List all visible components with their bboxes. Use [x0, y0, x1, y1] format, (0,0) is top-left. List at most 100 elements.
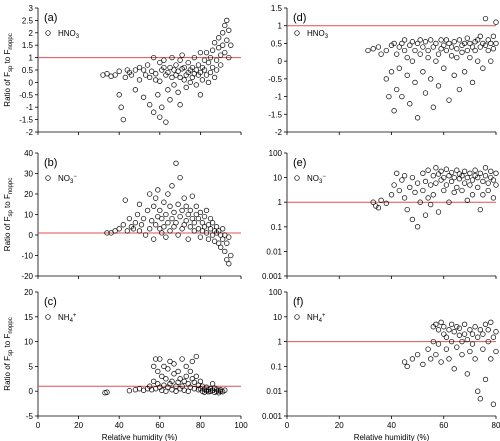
- data-point: [420, 170, 426, 176]
- data-point: [151, 109, 157, 115]
- data-point: [464, 174, 470, 181]
- data-point: [226, 261, 232, 267]
- data-point: [213, 67, 220, 73]
- y-tick-label: -1.5: [19, 116, 33, 125]
- data-point: [218, 244, 224, 250]
- data-point: [179, 52, 185, 58]
- data-point: [467, 54, 473, 61]
- y-tick-label: 0.001: [262, 412, 283, 421]
- data-point: [169, 74, 175, 81]
- y-tick-label: -0.5: [268, 75, 282, 84]
- data-point: [179, 226, 185, 232]
- x-tick-label: 80: [196, 421, 205, 430]
- data-point: [448, 44, 455, 50]
- data-point: [394, 51, 400, 57]
- data-point: [142, 72, 149, 78]
- data-point: [209, 220, 216, 226]
- data-point: [153, 71, 159, 77]
- data-point: [417, 199, 423, 205]
- data-point: [428, 182, 434, 188]
- data-point: [430, 338, 436, 345]
- data-point: [207, 226, 214, 232]
- data-point: [185, 388, 191, 394]
- data-point: [161, 199, 167, 205]
- y-tick-label: 0.01: [266, 247, 282, 256]
- data-point: [438, 168, 444, 174]
- data-point: [438, 46, 444, 52]
- y-tick-label: 0.1: [271, 362, 283, 371]
- data-point: [488, 40, 494, 47]
- data-point: [467, 327, 473, 333]
- data-point: [153, 195, 159, 201]
- data-point: [375, 44, 382, 50]
- data-point: [191, 54, 197, 61]
- data-point: [480, 65, 486, 71]
- data-point: [475, 37, 481, 43]
- data-point: [161, 363, 167, 370]
- data-point: [197, 69, 204, 76]
- data-point: [177, 376, 183, 382]
- data-point: [136, 228, 143, 234]
- data-point: [461, 69, 468, 75]
- data-point: [461, 40, 468, 47]
- data-point: [475, 334, 481, 340]
- x-tick-label: 60: [155, 421, 164, 430]
- data-point: [151, 54, 157, 61]
- data-point: [147, 74, 153, 81]
- y-tick-label: 0.01: [266, 387, 282, 396]
- data-point: [469, 341, 476, 347]
- data-point: [409, 356, 416, 362]
- data-point: [388, 192, 395, 198]
- y-tick-label: 100: [269, 149, 283, 158]
- data-point: [155, 381, 161, 387]
- data-point: [211, 40, 218, 46]
- data-point: [144, 62, 151, 68]
- data-point: [428, 201, 434, 208]
- data-point: [485, 187, 491, 194]
- data-point: [482, 376, 489, 383]
- y-tick-label: 1: [278, 22, 283, 31]
- data-point: [195, 215, 202, 222]
- y-tick-label: 1.5: [22, 41, 34, 50]
- y-tick-label: 0: [29, 387, 34, 396]
- x-axis-label: Relative humidity (%): [354, 433, 430, 441]
- legend-marker: [294, 314, 300, 320]
- data-point: [425, 54, 431, 61]
- data-point: [456, 176, 463, 182]
- legend-marker: [45, 175, 51, 181]
- data-point: [132, 220, 139, 226]
- data-point: [386, 93, 392, 100]
- x-tick-label: 60: [439, 421, 448, 430]
- y-tick-label: -1: [275, 93, 283, 102]
- data-point: [490, 195, 497, 201]
- data-point: [193, 353, 199, 360]
- data-point: [161, 224, 167, 230]
- y-tick-label: 1: [278, 198, 283, 207]
- data-point: [464, 336, 470, 343]
- data-point: [482, 42, 489, 48]
- x-tick-label: 20: [74, 421, 83, 430]
- data-point: [149, 68, 155, 74]
- data-point: [102, 390, 108, 396]
- data-point: [417, 51, 423, 57]
- data-point: [169, 378, 175, 384]
- data-point: [446, 199, 452, 205]
- data-point: [155, 187, 161, 193]
- data-point: [207, 215, 214, 222]
- species-label: NO3−: [307, 174, 326, 185]
- data-point: [183, 203, 189, 209]
- data-point: [420, 44, 426, 50]
- data-point: [218, 232, 224, 238]
- panel-letter: (d): [293, 12, 306, 24]
- data-point: [159, 230, 165, 236]
- data-point: [425, 195, 431, 201]
- data-point: [203, 72, 210, 78]
- data-point: [165, 366, 171, 372]
- data-point: [467, 182, 473, 188]
- data-point: [451, 366, 457, 372]
- data-point: [181, 195, 187, 201]
- data-point: [203, 207, 210, 214]
- y-tick-label: 20: [24, 288, 33, 297]
- y-tick-label: 0: [29, 231, 34, 240]
- data-point: [201, 213, 208, 220]
